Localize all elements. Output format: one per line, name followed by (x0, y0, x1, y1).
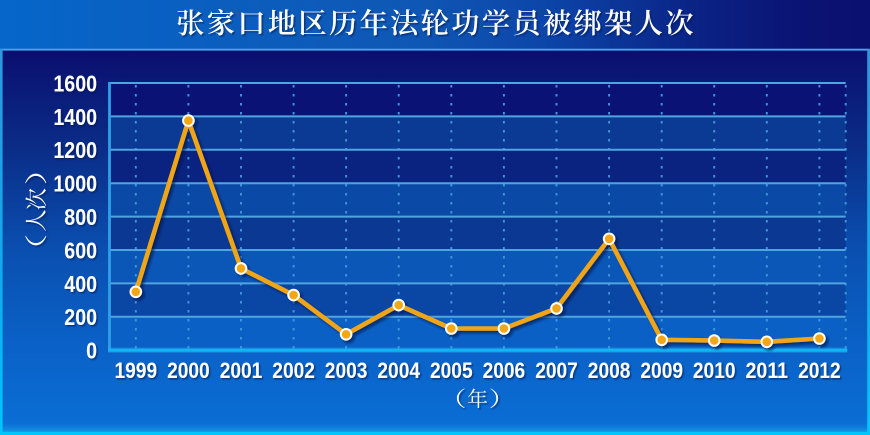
svg-text:2012: 2012 (798, 358, 841, 383)
svg-text:800: 800 (64, 204, 97, 230)
svg-text:1600: 1600 (53, 70, 97, 96)
svg-text:2008: 2008 (588, 358, 631, 383)
svg-text:2010: 2010 (693, 358, 736, 383)
svg-text:1999: 1999 (115, 358, 158, 383)
svg-text:2009: 2009 (640, 358, 683, 383)
svg-text:0: 0 (86, 338, 97, 364)
svg-text:2005: 2005 (430, 358, 473, 383)
svg-text:1400: 1400 (53, 104, 97, 130)
svg-text:2002: 2002 (272, 358, 315, 383)
svg-text:400: 400 (64, 271, 97, 297)
svg-text:2006: 2006 (483, 358, 526, 383)
svg-text:2001: 2001 (220, 358, 263, 383)
svg-text:2003: 2003 (325, 358, 368, 383)
svg-text:1200: 1200 (53, 137, 97, 163)
svg-text:2007: 2007 (535, 358, 578, 383)
svg-text:2004: 2004 (377, 358, 420, 383)
svg-text:1000: 1000 (53, 171, 97, 197)
svg-text:2011: 2011 (746, 358, 789, 383)
svg-text:600: 600 (64, 237, 97, 263)
svg-text:200: 200 (64, 304, 97, 330)
svg-text:2000: 2000 (167, 358, 210, 383)
